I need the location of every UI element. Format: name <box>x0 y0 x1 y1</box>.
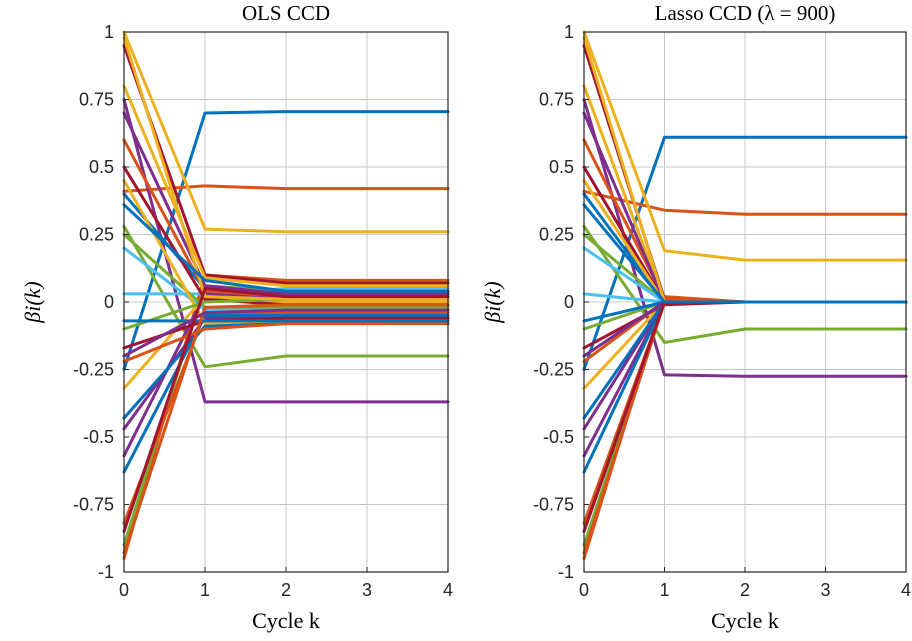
series-line-24 <box>122 322 450 363</box>
series-line-2 <box>122 184 450 193</box>
series-line-2 <box>582 189 908 216</box>
chart-title: OLS CCD <box>242 1 330 25</box>
y-tick-label: 0.75 <box>79 90 114 110</box>
series-line-3 <box>122 30 450 234</box>
y-tick-label: 0 <box>564 292 574 312</box>
series-line-32 <box>582 203 908 304</box>
chart-panel-2: 0 1 2 3 4 -1 -0.75 -0.5 -0.25 0 0.25 0.5 0.75 1 Lasso … <box>480 1 911 633</box>
chart-title: Lasso CCD (λ = 900) <box>655 1 836 25</box>
x-tick-label: 1 <box>659 580 669 600</box>
x-tick-label: 4 <box>901 580 911 600</box>
x-axis-label: Cycle k <box>252 608 320 633</box>
y-tick-label: 0.5 <box>549 157 574 177</box>
y-tick-label: 1 <box>564 22 574 42</box>
y-tick-label: 0.25 <box>539 225 574 245</box>
x-tick-label: 3 <box>820 580 830 600</box>
chart-panel-1: 0 1 2 3 4 -1 -0.75 -0.5 -0.25 0 0.25 0.5 0.75 1 OLS CC… <box>20 1 453 633</box>
x-tick-label: 2 <box>281 580 291 600</box>
y-tick-label: -1 <box>98 562 114 582</box>
y-tick-label: 1 <box>104 22 114 42</box>
y-tick-label: -0.5 <box>83 427 114 447</box>
series-line-28 <box>122 303 450 555</box>
y-tick-label: -1 <box>558 562 574 582</box>
series-line-4 <box>582 224 908 344</box>
y-tick-label: -0.25 <box>533 360 574 380</box>
series-line-7 <box>122 44 450 285</box>
x-tick-label: 2 <box>740 580 750 600</box>
x-tick-label: 4 <box>443 580 453 600</box>
series-line-16 <box>122 233 450 309</box>
y-axis-label: βi(k) <box>480 281 505 324</box>
series-line-25 <box>122 111 450 296</box>
x-tick-label: 3 <box>362 580 372 600</box>
series-line-18 <box>122 311 450 525</box>
y-axis-label: βi(k) <box>20 281 45 324</box>
series-line-32 <box>122 203 450 293</box>
y-tick-label: -0.5 <box>543 427 574 447</box>
series-line-31 <box>122 287 450 533</box>
y-tick-label: 0.25 <box>79 225 114 245</box>
x-axis-label: Cycle k <box>711 608 779 633</box>
y-tick-label: -0.25 <box>73 360 114 380</box>
series-line-3 <box>582 30 908 262</box>
y-tick-label: -0.75 <box>73 495 114 515</box>
y-tick-label: -0.75 <box>533 495 574 515</box>
x-tick-label: 0 <box>119 580 129 600</box>
series-line-29 <box>122 35 450 301</box>
series-line-30 <box>122 308 450 358</box>
y-tick-label: 0 <box>104 292 114 312</box>
series-line-5 <box>122 98 450 404</box>
y-tick-label: 0.75 <box>539 90 574 110</box>
series-line-21 <box>122 316 450 350</box>
series-line-9 <box>122 287 450 296</box>
x-tick-label: 1 <box>200 580 210 600</box>
y-tick-label: 0.5 <box>89 157 114 177</box>
x-tick-label: 0 <box>579 580 589 600</box>
